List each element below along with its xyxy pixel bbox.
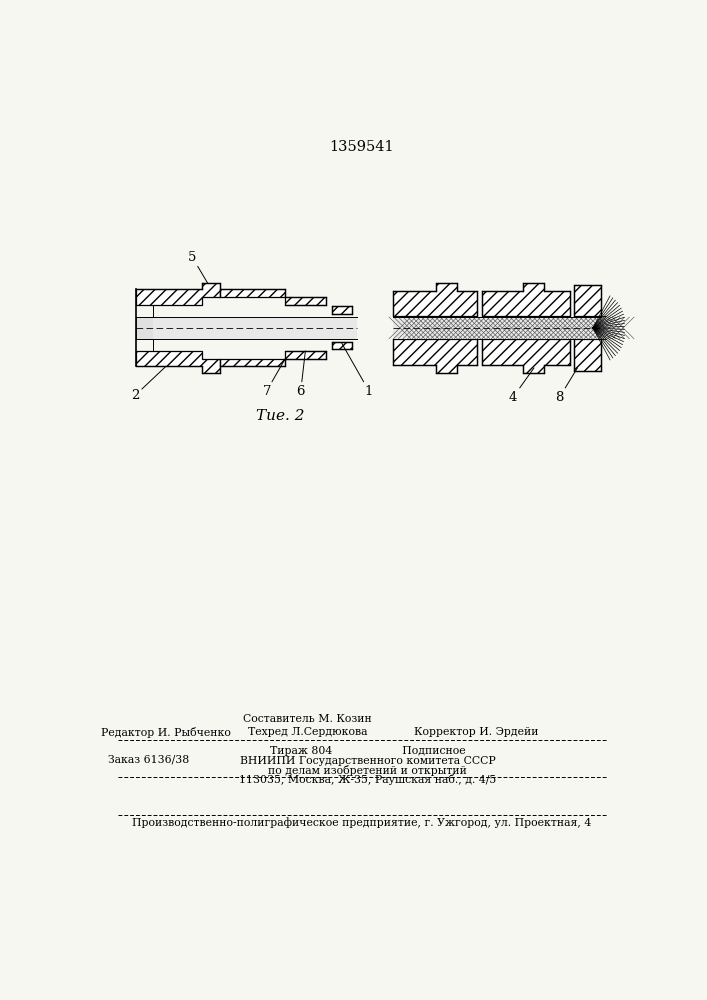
- Text: 8: 8: [556, 368, 578, 404]
- Text: Заказ 6136/38: Заказ 6136/38: [108, 755, 189, 765]
- Bar: [136, 317, 153, 339]
- Polygon shape: [573, 285, 601, 316]
- Text: Редактор И. Рыбченко: Редактор И. Рыбченко: [101, 727, 230, 738]
- Polygon shape: [332, 342, 352, 349]
- Text: Составитель М. Козин: Составитель М. Козин: [243, 714, 372, 724]
- Text: Производственно-полиграфическое предприятие, г. Ужгород, ул. Проектная, 4: Производственно-полиграфическое предприя…: [132, 818, 592, 828]
- Text: по делам изобретений и открытий: по делам изобретений и открытий: [268, 765, 467, 776]
- Text: 1: 1: [341, 343, 373, 398]
- Text: Τие. 2: Τие. 2: [257, 409, 305, 423]
- Polygon shape: [136, 283, 220, 305]
- Text: 6: 6: [296, 351, 305, 398]
- Polygon shape: [136, 351, 220, 373]
- Text: 7: 7: [262, 359, 285, 398]
- Polygon shape: [482, 339, 570, 373]
- Text: 113035, Москва, Ж-35, Раушская наб., д. 4/5: 113035, Москва, Ж-35, Раушская наб., д. …: [239, 774, 496, 785]
- Bar: [393, 317, 602, 339]
- Text: 5: 5: [188, 251, 208, 283]
- Polygon shape: [482, 283, 570, 316]
- Polygon shape: [285, 297, 327, 305]
- Text: 2: 2: [131, 366, 166, 402]
- Polygon shape: [332, 306, 352, 314]
- Polygon shape: [393, 283, 477, 316]
- Text: Техред Л.Сердюкова: Техред Л.Сердюкова: [248, 727, 368, 737]
- Polygon shape: [393, 339, 477, 373]
- Polygon shape: [573, 339, 601, 371]
- Bar: [153, 317, 357, 339]
- Polygon shape: [220, 289, 285, 297]
- Text: 4: 4: [509, 368, 534, 404]
- Text: 1359541: 1359541: [329, 140, 395, 154]
- Text: Тираж 804                    Подписное: Тираж 804 Подписное: [269, 746, 465, 756]
- Text: ВНИИПИ Государственного комитета СССР: ВНИИПИ Государственного комитета СССР: [240, 756, 495, 766]
- Text: Корректор И. Эрдейи: Корректор И. Эрдейи: [414, 727, 538, 737]
- Polygon shape: [220, 359, 285, 366]
- Polygon shape: [285, 351, 327, 359]
